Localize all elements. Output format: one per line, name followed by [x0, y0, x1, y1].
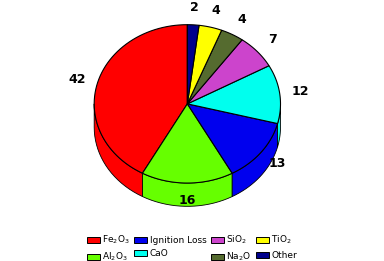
- Polygon shape: [187, 25, 199, 104]
- Text: 16: 16: [179, 194, 196, 207]
- Polygon shape: [187, 66, 280, 123]
- Polygon shape: [94, 104, 142, 197]
- Text: 4: 4: [211, 4, 220, 17]
- Text: 42: 42: [68, 73, 86, 86]
- Text: 2: 2: [190, 1, 199, 14]
- Polygon shape: [278, 104, 280, 147]
- Legend: Fe$_2$O$_3$, Al$_2$O$_3$, Ignition Loss, CaO, SiO$_2$, Na$_2$O, TiO$_2$, Other: Fe$_2$O$_3$, Al$_2$O$_3$, Ignition Loss,…: [85, 232, 299, 261]
- Text: 7: 7: [268, 33, 277, 46]
- Polygon shape: [187, 25, 222, 104]
- Polygon shape: [187, 104, 278, 173]
- Polygon shape: [142, 173, 232, 206]
- Polygon shape: [187, 40, 269, 104]
- Polygon shape: [142, 104, 232, 183]
- Text: 12: 12: [291, 85, 309, 98]
- Text: 4: 4: [238, 13, 247, 26]
- Text: 13: 13: [268, 157, 286, 170]
- Polygon shape: [232, 123, 278, 197]
- Polygon shape: [94, 25, 187, 173]
- Polygon shape: [187, 30, 242, 104]
